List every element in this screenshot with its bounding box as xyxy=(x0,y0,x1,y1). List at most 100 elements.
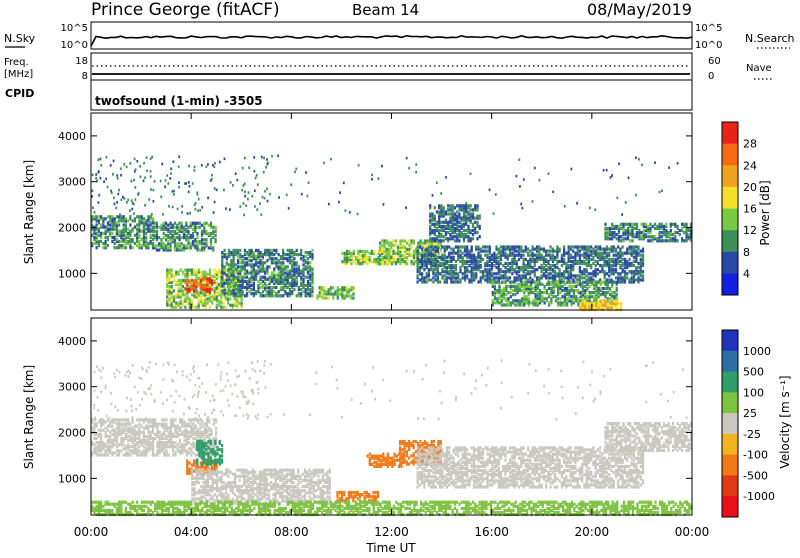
heatmap-cell xyxy=(141,425,143,428)
heatmap-cell xyxy=(341,260,343,263)
heatmap-cell xyxy=(230,251,232,254)
heatmap-cell xyxy=(216,189,218,192)
heatmap-cell xyxy=(455,272,457,275)
freq-tick-bottom: 8 xyxy=(82,71,88,82)
heatmap-cell xyxy=(202,277,204,280)
heatmap-cell xyxy=(369,252,371,255)
heatmap-cell xyxy=(629,229,631,232)
heatmap-cell xyxy=(588,272,590,275)
heatmap-cell xyxy=(105,449,107,452)
heatmap-cell xyxy=(186,429,188,432)
heatmap-cell xyxy=(102,429,104,432)
heatmap-cell xyxy=(211,178,213,181)
heatmap-cell xyxy=(402,244,404,247)
heatmap-cell xyxy=(172,418,174,421)
heatmap-cell xyxy=(197,418,199,421)
heatmap-cell xyxy=(224,292,226,295)
heatmap-cell xyxy=(536,276,538,279)
heatmap-cell xyxy=(202,283,204,286)
heatmap-cell xyxy=(600,300,602,303)
heatmap-cell xyxy=(491,272,493,275)
heatmap-cell xyxy=(105,226,107,229)
heatmap-cell xyxy=(591,295,593,298)
nsky-tick-top: 10^5 xyxy=(61,23,88,34)
heatmap-cell xyxy=(624,270,626,273)
heatmap-cell xyxy=(577,297,579,300)
heatmap-cell xyxy=(670,223,672,226)
heatmap-cell xyxy=(677,239,679,242)
heatmap-cell xyxy=(642,248,644,251)
heatmap-cell xyxy=(510,285,512,288)
heatmap-cell xyxy=(523,281,525,284)
heatmap-cell xyxy=(638,229,640,232)
heatmap-cell xyxy=(559,248,561,251)
heatmap-cell xyxy=(590,264,592,267)
heatmap-cell xyxy=(482,270,484,273)
heatmap-cell xyxy=(484,274,486,277)
heatmap-cell xyxy=(404,254,406,257)
heatmap-cell xyxy=(269,276,271,279)
heatmap-cell xyxy=(355,256,357,259)
heatmap-cell xyxy=(246,257,248,260)
heatmap-cell xyxy=(498,301,500,304)
heatmap-cell xyxy=(470,229,472,232)
heatmap-cell xyxy=(264,294,266,297)
heatmap-cell xyxy=(260,213,262,216)
heatmap-cell xyxy=(593,291,595,294)
heatmap-cell xyxy=(239,261,241,264)
heatmap-cell xyxy=(550,264,552,267)
heatmap-cell xyxy=(637,266,639,269)
heatmap-cell xyxy=(350,262,352,265)
heatmap-cell xyxy=(552,254,554,257)
heatmap-cell xyxy=(159,431,161,434)
heatmap-cell xyxy=(257,280,259,283)
heatmap-cell xyxy=(633,260,635,263)
heatmap-cell xyxy=(429,204,431,207)
heatmap-cell xyxy=(242,290,244,293)
heatmap-cell xyxy=(167,246,169,249)
heatmap-cell xyxy=(237,265,239,268)
heatmap-cell xyxy=(191,300,193,303)
heatmap-cell xyxy=(464,260,466,263)
heatmap-cell xyxy=(150,175,152,178)
heatmap-cell xyxy=(110,164,112,167)
heatmap-cell xyxy=(253,292,255,295)
heatmap-cell xyxy=(163,451,165,454)
heatmap-cell xyxy=(242,276,244,279)
cpid-label: CPID xyxy=(5,87,34,100)
heatmap-cell xyxy=(111,192,113,195)
heatmap-cell xyxy=(215,234,217,237)
heatmap-cell xyxy=(529,258,531,261)
heatmap-cell xyxy=(98,215,100,218)
heatmap-cell xyxy=(445,225,447,228)
heatmap-cell xyxy=(232,184,234,187)
heatmap-cell xyxy=(111,236,113,239)
heatmap-cell xyxy=(523,250,525,253)
heatmap-cell xyxy=(411,239,413,242)
heatmap-cell xyxy=(528,297,530,300)
heatmap-cell xyxy=(604,270,606,273)
heatmap-cell xyxy=(440,221,442,224)
heatmap-cell xyxy=(512,285,514,288)
heatmap-cell xyxy=(405,206,407,209)
heatmap-cell xyxy=(523,178,525,181)
heatmap-cell xyxy=(566,287,568,290)
heatmap-cell xyxy=(175,271,177,274)
heatmap-cell xyxy=(192,441,194,444)
heatmap-cell xyxy=(255,177,257,180)
heatmap-cell xyxy=(638,158,640,161)
heatmap-cell xyxy=(496,289,498,292)
heatmap-cell xyxy=(649,239,651,242)
heatmap-cell xyxy=(145,439,147,442)
heatmap-cell xyxy=(251,292,253,295)
heatmap-cell xyxy=(296,253,298,256)
heatmap-cell xyxy=(631,239,633,242)
heatmap-cell xyxy=(156,449,158,452)
heatmap-cell xyxy=(228,272,230,275)
heatmap-cell xyxy=(571,299,573,302)
heatmap-cell xyxy=(167,240,169,243)
heatmap-cell xyxy=(134,158,136,161)
heatmap-cell xyxy=(341,286,343,289)
heatmap-cell xyxy=(536,245,538,248)
heatmap-cell xyxy=(453,256,455,259)
